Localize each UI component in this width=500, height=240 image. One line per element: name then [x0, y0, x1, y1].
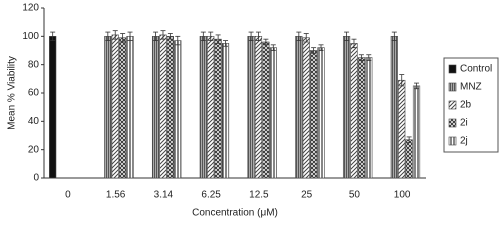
- bar: [254, 36, 263, 179]
- bar: [390, 36, 398, 179]
- error-bar: [358, 54, 364, 61]
- error-bar: [344, 31, 350, 41]
- bar: [310, 50, 318, 179]
- error-bar: [311, 47, 317, 54]
- bar: [295, 36, 303, 179]
- bar: [174, 40, 182, 179]
- x-tick-label: 12.5: [249, 190, 269, 201]
- error-bar: [120, 33, 126, 43]
- legend-label: Control: [460, 64, 492, 75]
- bar: [247, 36, 255, 179]
- error-bar: [303, 33, 309, 43]
- bar: [151, 36, 160, 179]
- x-tick-label: 25: [301, 190, 313, 201]
- legend-label: 2j: [460, 136, 468, 147]
- bar: [119, 37, 127, 179]
- y-tick-label: 100: [22, 31, 39, 42]
- page: Mean % Viability Concentration (μM) 0 20 4…: [6, 2, 499, 219]
- x-tick-label: 1.56: [106, 190, 126, 201]
- legend-swatch: [448, 82, 457, 92]
- legend-label: 2b: [460, 100, 472, 111]
- legend-swatch: [448, 100, 457, 110]
- y-axis-title: Mean % Viability: [7, 56, 18, 130]
- error-bar: [175, 35, 181, 46]
- bar: [398, 79, 406, 179]
- y-tick-label: 120: [22, 3, 39, 14]
- bar: [126, 36, 134, 179]
- legend-label: 2i: [460, 118, 468, 129]
- bar: [199, 36, 207, 179]
- error-bar: [215, 34, 221, 44]
- error-bar: [112, 30, 118, 40]
- error-bar: [351, 38, 357, 49]
- error-bar: [296, 31, 302, 41]
- error-bar: [255, 31, 261, 41]
- error-bar: [153, 31, 159, 41]
- error-bar: [208, 31, 214, 41]
- bar: [214, 38, 222, 179]
- error-bar: [270, 44, 276, 51]
- bar: [302, 37, 310, 179]
- x-tick-label: 50: [349, 190, 361, 201]
- bar: [342, 36, 351, 179]
- error-bar: [160, 30, 166, 40]
- y-tick-label: 0: [33, 173, 39, 184]
- legend-swatch: [448, 64, 457, 74]
- error-bar: [200, 31, 206, 41]
- error-bar: [223, 40, 229, 47]
- x-tick-label: 0: [65, 190, 71, 201]
- error-bar: [366, 54, 372, 61]
- bar: [104, 36, 112, 179]
- legend-swatch: [448, 118, 457, 128]
- y-tick-label: 80: [28, 59, 40, 70]
- bar: [49, 36, 57, 179]
- error-bar: [127, 31, 133, 41]
- x-tick-label: 6.25: [201, 190, 221, 201]
- legend-swatch: [448, 136, 457, 146]
- bar: [269, 47, 277, 179]
- bar: [166, 36, 174, 179]
- bar: [221, 43, 230, 179]
- error-bar: [318, 44, 324, 51]
- bar: [111, 34, 119, 179]
- x-tick-label: 3.14: [154, 190, 174, 201]
- bar: [350, 43, 358, 179]
- y-tick-label: 40: [28, 116, 40, 127]
- error-bar: [105, 31, 111, 41]
- error-bar: [50, 31, 56, 41]
- chart: Mean % Viability Concentration (μM) 0 20 4…: [7, 3, 499, 219]
- bar: [365, 57, 373, 179]
- error-bar: [248, 31, 254, 41]
- bar: [412, 85, 421, 179]
- bar: [207, 36, 215, 179]
- bar: [159, 34, 167, 179]
- bar: [317, 47, 325, 179]
- y-tick-label: 20: [28, 144, 40, 155]
- error-bar: [167, 33, 173, 40]
- error-bar: [414, 82, 420, 90]
- legend-label: MNZ: [460, 82, 482, 93]
- bar: [262, 41, 270, 179]
- x-axis-title: Concentration (μM): [192, 208, 278, 219]
- error-bar: [263, 38, 269, 46]
- y-tick-label: 60: [28, 88, 40, 99]
- bar: [405, 139, 413, 179]
- error-bar: [399, 74, 405, 87]
- x-tick-label: 100: [394, 190, 411, 201]
- error-bar: [391, 31, 397, 41]
- bar: [357, 57, 365, 179]
- error-bar: [406, 136, 412, 143]
